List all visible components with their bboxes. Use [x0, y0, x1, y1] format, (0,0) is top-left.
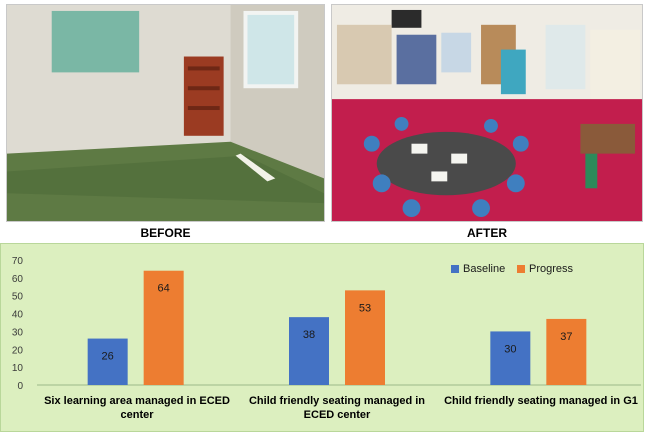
bar-progress-1 [143, 270, 184, 385]
bar-baseline-3 [490, 331, 531, 385]
y-tick-label: 0 [17, 381, 23, 392]
legend-swatch-baseline [451, 265, 459, 273]
before-caption: BEFORE [140, 226, 191, 240]
legend-item-progress: Progress [517, 263, 573, 275]
category-label-seating-eced: Child friendly seating managed in ECED c… [248, 395, 426, 421]
before-classroom-photo [6, 4, 325, 222]
y-tick-label: 70 [12, 256, 24, 267]
after-caption: AFTER [467, 226, 507, 240]
after-classroom-photo [331, 4, 643, 222]
y-tick-label: 20 [12, 345, 24, 356]
bar-progress-3 [546, 318, 587, 385]
bar-chart: 0 10 20 30 40 50 60 70 26 64 38 53 30 37 [12, 256, 641, 392]
y-tick-label: 50 [12, 292, 24, 303]
y-tick-label: 10 [12, 363, 24, 374]
bar-baseline-2 [289, 317, 329, 385]
category-label-six-learning-area: Six learning area managed in ECED center [44, 395, 230, 421]
data-label-baseline-2: 38 [303, 329, 315, 341]
data-label-progress-3: 37 [560, 331, 572, 343]
bar-progress-2 [345, 290, 385, 385]
legend-swatch-progress [517, 265, 525, 273]
bar-chart-panel: 0 10 20 30 40 50 60 70 26 64 38 53 30 37 Baseline Pro… [0, 243, 644, 432]
bar-baseline-1 [87, 338, 128, 385]
legend-item-baseline: Baseline [451, 263, 505, 275]
data-label-baseline-3: 30 [504, 343, 516, 355]
legend-label-progress: Progress [529, 263, 574, 275]
y-tick-label: 30 [12, 327, 24, 338]
data-label-progress-1: 64 [158, 283, 170, 295]
data-label-baseline-1: 26 [102, 351, 114, 363]
y-tick-label: 40 [12, 310, 24, 321]
legend-label-baseline: Baseline [463, 263, 506, 275]
y-tick-label: 60 [12, 274, 24, 285]
category-label-seating-g1: Child friendly seating managed in G1 [444, 395, 638, 407]
data-label-progress-2: 53 [359, 302, 371, 314]
